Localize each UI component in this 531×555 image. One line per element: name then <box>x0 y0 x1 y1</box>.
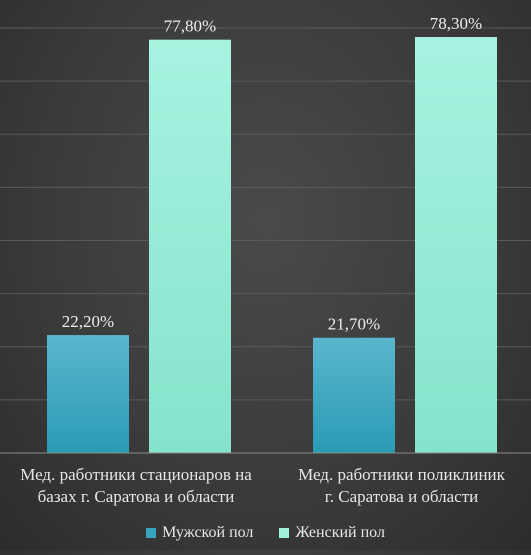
legend: Мужской пол Женский пол <box>0 524 531 542</box>
bar-female-1 <box>415 37 497 453</box>
data-label-female-0: 77,80% <box>164 17 216 36</box>
bar-male-1 <box>313 337 395 453</box>
data-label-male-1: 21,70% <box>328 315 380 334</box>
bar-female-0 <box>149 39 231 453</box>
legend-label-male: Мужской пол <box>162 524 254 541</box>
category-label-line: Мед. работники стационаров на <box>20 465 252 484</box>
bars <box>47 37 497 453</box>
data-label-male-0: 22,20% <box>62 312 114 331</box>
category-label-line: базах г. Саратова и области <box>37 487 235 506</box>
legend-swatch-male <box>146 528 157 538</box>
category-label-clinics: Мед. работники поликлиник г. Саратова и … <box>272 464 531 508</box>
bar-male-0 <box>47 335 129 453</box>
category-label-line: г. Саратова и области <box>324 487 479 506</box>
data-label-female-1: 78,30% <box>430 14 482 33</box>
legend-item-female: Женский пол <box>279 524 385 542</box>
data-labels: 22,20% 77,80% 21,70% 78,30% <box>62 14 482 334</box>
category-label-hospitals: Мед. работники стационаров на базах г. С… <box>0 464 272 508</box>
category-label-line: Мед. работники поликлиник <box>298 465 505 484</box>
legend-item-male: Мужской пол <box>146 524 253 542</box>
legend-swatch-female <box>279 528 290 538</box>
legend-label-female: Женский пол <box>295 524 385 541</box>
